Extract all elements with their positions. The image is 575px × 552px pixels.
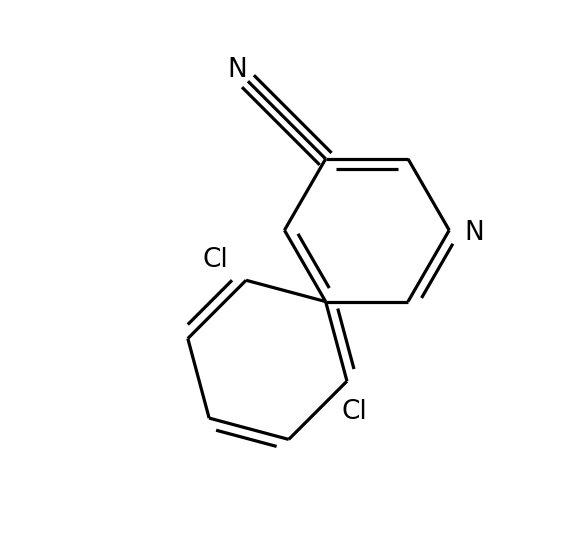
Text: Cl: Cl — [202, 247, 228, 273]
Text: N: N — [227, 57, 247, 83]
Text: Cl: Cl — [342, 400, 367, 426]
Text: N: N — [465, 220, 484, 246]
